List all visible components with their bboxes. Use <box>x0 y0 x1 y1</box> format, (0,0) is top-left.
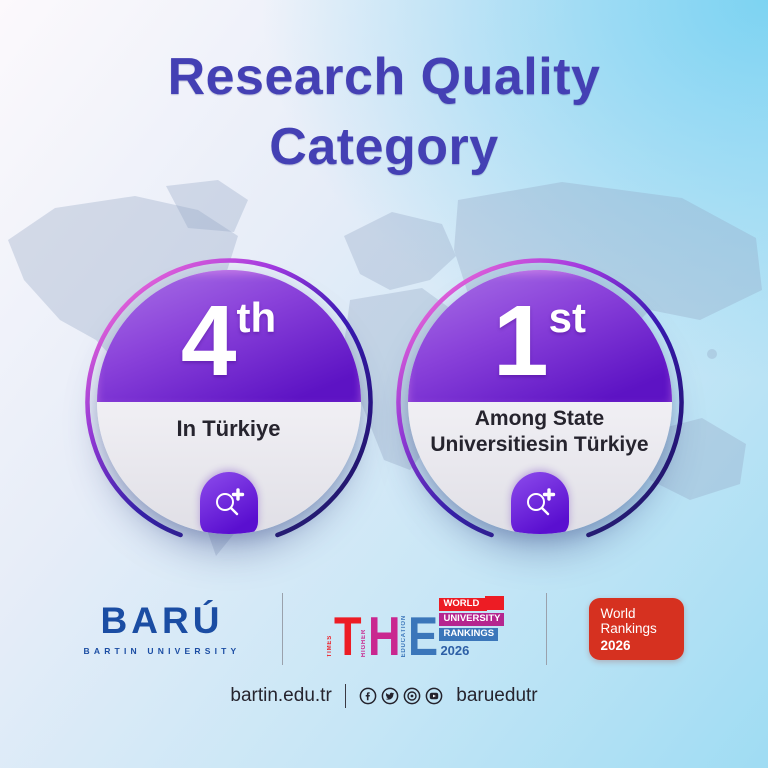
social-icons-group <box>359 687 443 705</box>
title-line-2: Category <box>269 118 499 177</box>
world-badge-line-1: World <box>600 606 636 622</box>
vertical-divider <box>546 593 548 665</box>
the-year: 2026 <box>440 643 470 658</box>
footer-contact-row: bartin.edu.tr baruedutr <box>0 684 768 708</box>
rank-scope-label: In Türkiye <box>176 416 281 441</box>
baru-wordmark: BARÚ <box>100 600 224 641</box>
the-letter-e: E <box>407 605 438 668</box>
baru-university-logo: BARÚ BARTIN UNIVERSITY <box>84 602 241 656</box>
rank-value: 1 st <box>493 285 586 397</box>
the-ranking-bars: WORLD UNIVERSITY RANKINGS 2026 <box>439 596 505 658</box>
title-line-1: Research Quality <box>167 48 601 106</box>
ranking-badges-row: 4 th In Türkiye <box>0 258 768 538</box>
badge-circle: 4 th In Türkiye <box>96 270 361 534</box>
zoom-plus-tab <box>510 472 569 534</box>
youtube-icon <box>425 687 443 705</box>
world-rankings-2026-badge: World Rankings 2026 <box>589 598 685 660</box>
rank-badge-state-universities: 1 st Among State Universitiesin Türkiye <box>395 258 684 538</box>
baru-subtitle: BARTIN UNIVERSITY <box>83 646 241 656</box>
badge-rank-panel: 4 th <box>96 270 361 402</box>
contact-divider <box>344 684 347 708</box>
twitter-icon <box>381 687 399 705</box>
the-education-label: EDUCATION <box>400 614 407 657</box>
rank-value: 4 th <box>180 285 277 397</box>
facebook-icon <box>359 687 377 705</box>
website-url: bartin.edu.tr <box>230 685 332 706</box>
the-bar-world: WORLD <box>439 596 505 612</box>
the-world-university-rankings-logo: TIMES T HIGHER H EDUCATION E WORLD UNIVE… <box>325 596 505 668</box>
the-bar-university: UNIVERSITY <box>439 613 505 627</box>
the-bar-rankings: RANKINGS <box>439 628 499 641</box>
footer-logo-strip: BARÚ BARTIN UNIVERSITY TIMES T HIGHER H … <box>0 593 768 665</box>
world-badge-line-2: Rankings <box>600 621 657 637</box>
page-title: Research Quality Category <box>0 42 768 182</box>
badge-rank-panel: 1 st <box>407 270 672 402</box>
zoom-plus-icon <box>215 488 244 516</box>
zoom-plus-tab <box>199 472 258 534</box>
the-bar-extension <box>485 596 505 611</box>
rank-number: 4 <box>180 285 237 397</box>
badge-circle: 1 st Among State Universitiesin Türkiye <box>407 270 672 534</box>
the-letter-h: H <box>368 605 401 668</box>
the-letter-t: T <box>334 605 362 668</box>
rank-number: 1 <box>493 285 549 397</box>
rank-suffix: th <box>236 294 277 341</box>
the-higher-label: HIGHER <box>361 628 368 657</box>
zoom-plus-icon <box>526 488 555 516</box>
world-badge-year: 2026 <box>600 637 631 653</box>
vertical-divider <box>282 593 284 665</box>
the-times-label: TIMES <box>327 634 334 657</box>
social-handle: baruedutr <box>456 685 538 706</box>
instagram-icon <box>403 687 421 705</box>
rank-scope-label: Among State Universitiesin Türkiye <box>430 407 649 456</box>
rank-badge-turkiye: 4 th In Türkiye <box>84 258 373 538</box>
rank-suffix: st <box>548 294 586 341</box>
